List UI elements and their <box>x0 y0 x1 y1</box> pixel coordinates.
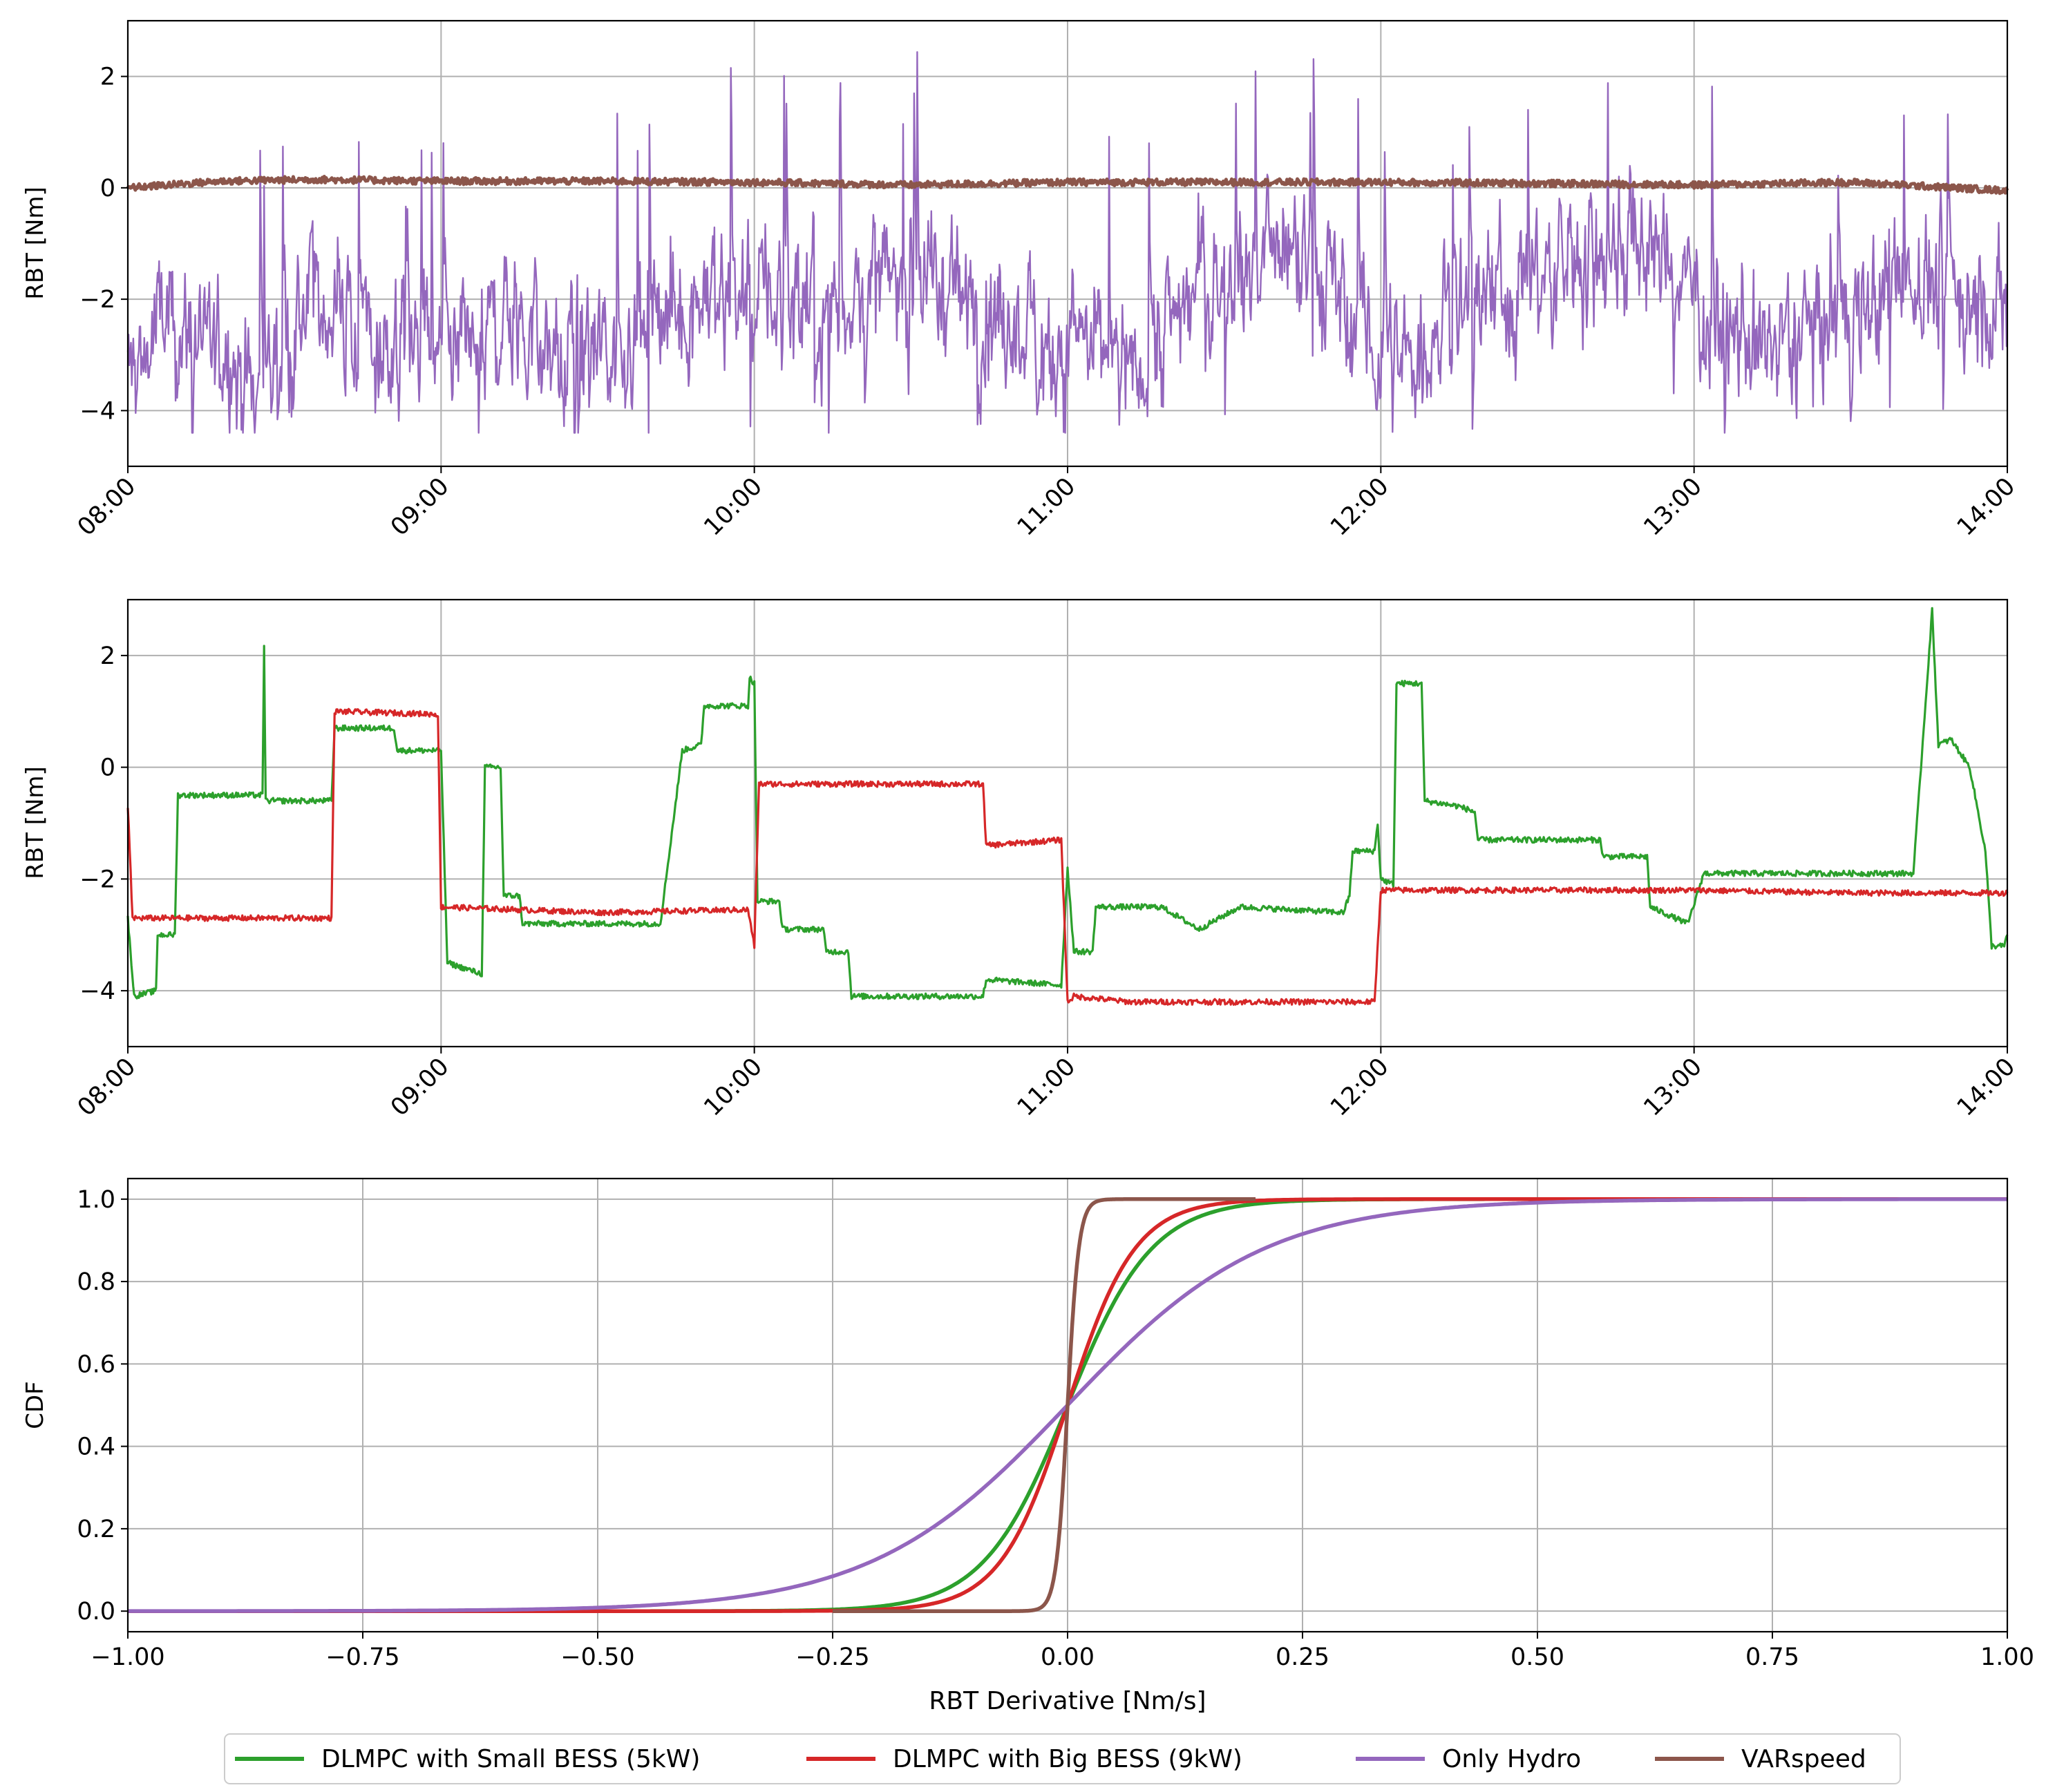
legend-label: VARspeed <box>1741 1745 1866 1773</box>
series-varspeed <box>126 175 2009 196</box>
y-tick-label: 2 <box>100 642 115 670</box>
y-tick-label: 0 <box>100 754 115 782</box>
panel-top-series <box>126 51 2009 434</box>
legend-label: DLMPC with Big BESS (9kW) <box>893 1745 1242 1773</box>
y-tick-label: 0.2 <box>77 1516 115 1543</box>
x-tick-label: −1.00 <box>91 1643 164 1671</box>
panel-bottom-cdf: −1.00 −0.75 −0.50 −0.25 0.00 0.25 0.50 0.75 1.00… <box>21 1177 2034 1715</box>
panel-top-ylabel: RBT [Nm] <box>21 187 49 300</box>
x-tick-label: −0.50 <box>560 1643 634 1671</box>
x-tick-label: 0.75 <box>1745 1643 1799 1671</box>
panel-middle-series <box>126 607 2009 1006</box>
x-tick-label: −0.75 <box>325 1643 399 1671</box>
legend-label: DLMPC with Small BESS (5kW) <box>321 1745 700 1773</box>
series-dlmpc-with-small-bess-5kw <box>126 607 2009 1000</box>
y-tick-label: 0.0 <box>77 1598 115 1626</box>
y-tick-label: −4 <box>79 978 115 1005</box>
x-tick-label: 1.00 <box>1980 1643 2034 1671</box>
y-tick-label: −4 <box>79 397 115 425</box>
panel-middle-ylabel: RBT [Nm] <box>21 766 49 879</box>
y-tick-label: −2 <box>79 286 115 314</box>
series-only-hydro <box>126 51 2009 434</box>
legend-label: Only Hydro <box>1442 1745 1581 1773</box>
x-tick-label: 0.00 <box>1041 1643 1095 1671</box>
x-tick-label: −0.25 <box>795 1643 869 1671</box>
series-varspeed <box>831 1197 1257 1613</box>
legend: DLMPC with Small BESS (5kW) DLMPC with Bi… <box>224 1733 1901 1784</box>
panel-bottom-xlabel: RBT Derivative [Nm/s] <box>929 1687 1206 1715</box>
y-tick-label: 0.6 <box>77 1351 115 1378</box>
y-tick-label: 1.0 <box>77 1186 115 1214</box>
panel-bottom-ylabel: CDF <box>21 1381 49 1429</box>
y-tick-label: 0.8 <box>77 1268 115 1296</box>
legend-frame <box>224 1733 1901 1784</box>
y-tick-label: 0 <box>100 175 115 202</box>
x-tick-label: 0.25 <box>1276 1643 1329 1671</box>
y-tick-label: 0.4 <box>77 1433 115 1461</box>
y-tick-label: −2 <box>79 866 115 893</box>
panel-bottom-ticks: −1.00 −0.75 −0.50 −0.25 0.00 0.25 0.50 0.75 1.00… <box>77 1186 2034 1671</box>
x-tick-label: 0.50 <box>1511 1643 1564 1671</box>
y-tick-label: 2 <box>100 64 115 91</box>
series-dlmpc-with-big-bess-9kw <box>126 707 2009 1006</box>
panel-bottom-series <box>128 1197 2007 1613</box>
